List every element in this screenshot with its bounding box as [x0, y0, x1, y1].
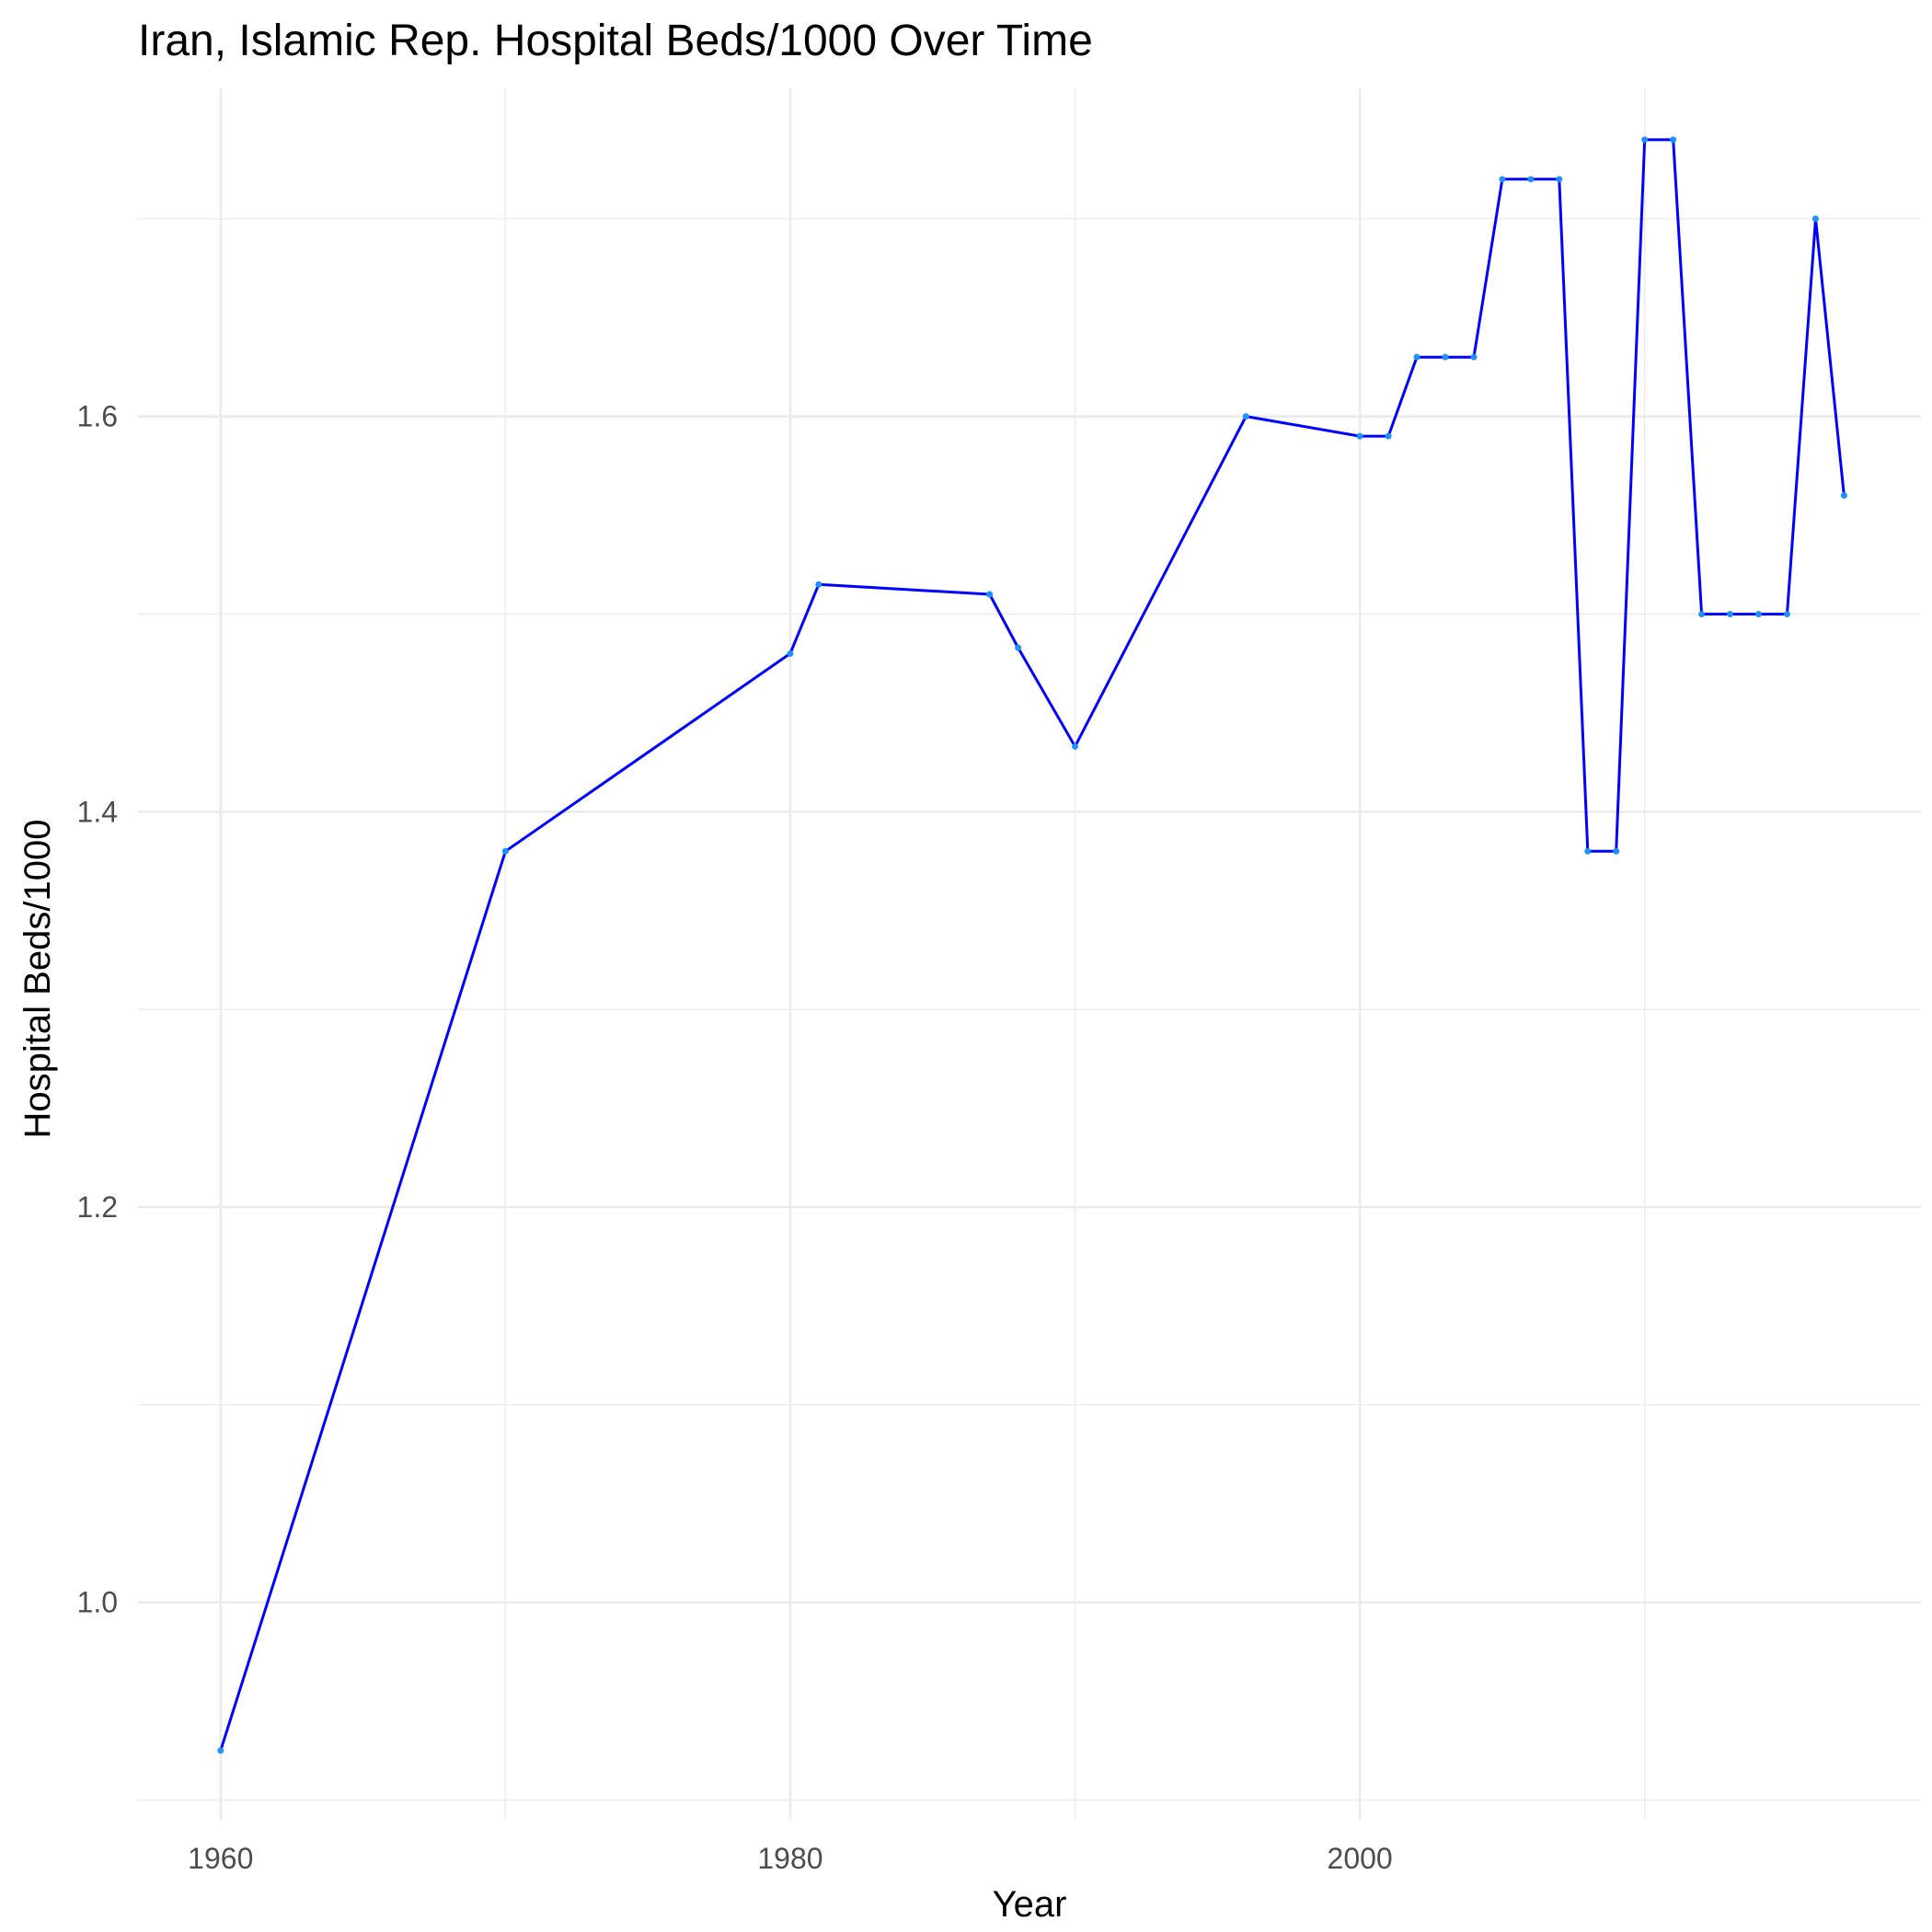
data-point: [1470, 353, 1478, 361]
x-axis-ticks: 1960 1980 2000: [188, 1842, 1393, 1875]
data-point: [1613, 847, 1620, 855]
data-point: [1356, 432, 1363, 440]
data-point: [1442, 353, 1449, 361]
data-point: [1015, 644, 1022, 651]
data-point: [1641, 136, 1649, 144]
data-point: [1840, 492, 1847, 500]
y-axis-ticks: 1.0 1.2 1.4 1.6: [77, 400, 118, 1619]
data-point: [1072, 742, 1079, 750]
grid: [138, 88, 1921, 1820]
x-tick-label: 1960: [188, 1842, 253, 1875]
y-tick-label: 1.0: [77, 1586, 118, 1619]
x-tick-label: 1980: [757, 1842, 822, 1875]
data-point: [1499, 176, 1506, 183]
y-tick-label: 1.6: [77, 400, 118, 433]
series-line: [219, 138, 1846, 1753]
data-point: [1755, 610, 1763, 617]
data-point: [501, 847, 509, 855]
y-tick-label: 1.4: [77, 795, 118, 828]
data-point: [1242, 413, 1249, 420]
data-point: [1783, 610, 1790, 617]
x-tick-label: 2000: [1328, 1842, 1393, 1875]
data-point: [1698, 610, 1706, 617]
data-point: [1556, 176, 1563, 183]
chart-title: Iran, Islamic Rep. Hospital Beds/1000 Ov…: [138, 17, 1093, 65]
series-polyline: [219, 138, 1846, 1753]
data-point: [1811, 215, 1819, 223]
data-point: [1670, 136, 1677, 144]
data-point: [217, 1747, 224, 1754]
x-axis-title: Year: [993, 1884, 1067, 1925]
data-point: [787, 650, 794, 657]
data-point: [986, 591, 994, 598]
data-point: [1584, 847, 1592, 855]
data-point: [1385, 432, 1392, 440]
data-point: [1727, 610, 1734, 617]
data-point: [815, 581, 822, 588]
data-points: [217, 136, 1847, 1754]
y-axis-title: Hospital Beds/1000: [17, 820, 58, 1139]
data-point: [1527, 176, 1535, 183]
data-point: [1413, 353, 1420, 361]
y-tick-label: 1.2: [77, 1190, 118, 1224]
